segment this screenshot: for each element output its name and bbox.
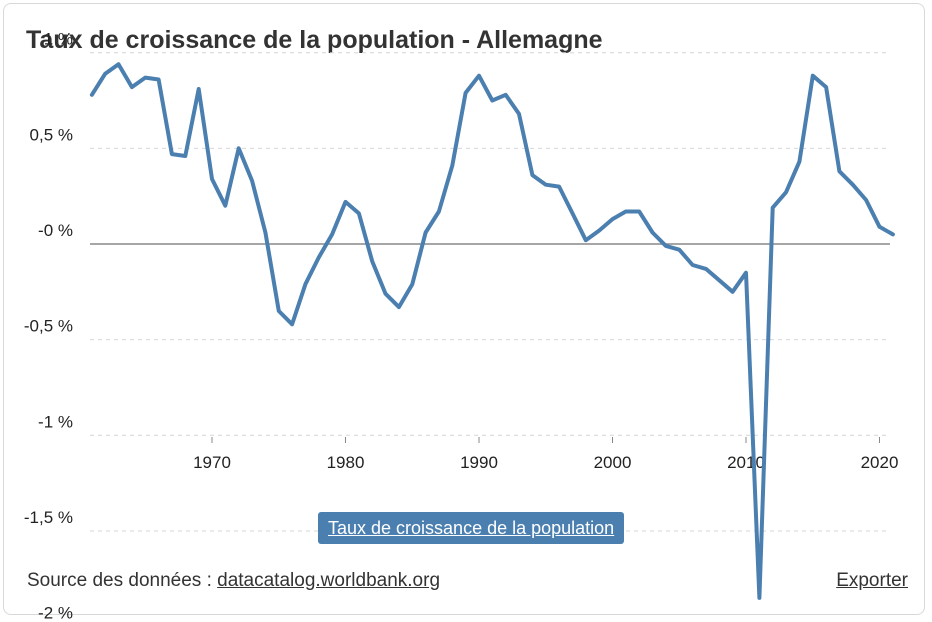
chart-title: Taux de croissance de la population - Al… (26, 26, 603, 54)
y-tick-label: 1 % (44, 30, 73, 49)
series-line (89, 62, 895, 600)
data-source: Source des données : datacatalog.worldba… (27, 570, 440, 592)
x-tick-label: 1980 (327, 453, 365, 472)
legend-series-button[interactable]: Taux de croissance de la population (318, 512, 625, 544)
x-tick-label: 1970 (193, 453, 231, 472)
y-axis-ticks: 1 % 0,5 % -0 % -0,5 % -1 % -1,5 % -2 % (24, 30, 73, 622)
x-tick-label: 2010 (727, 453, 765, 472)
x-tick-label: 2000 (594, 453, 632, 472)
y-tick-label: 0,5 % (30, 125, 73, 144)
y-tick-label: -2 % (38, 604, 73, 622)
export-link[interactable]: Exporter (836, 570, 908, 591)
x-tick-label: 2020 (861, 453, 899, 472)
y-tick-label: -1,5 % (24, 508, 73, 527)
y-tick-label: -0,5 % (24, 317, 73, 336)
series-group (89, 62, 895, 600)
source-link[interactable]: datacatalog.worldbank.org (217, 570, 441, 591)
y-tick-label: -0 % (38, 221, 73, 240)
source-prefix: Source des données : (27, 570, 218, 591)
x-tick-label: 1990 (460, 453, 498, 472)
y-tick-label: -1 % (38, 412, 73, 431)
x-axis-ticks: 1970 1980 1990 2000 2010 2020 (193, 437, 898, 472)
